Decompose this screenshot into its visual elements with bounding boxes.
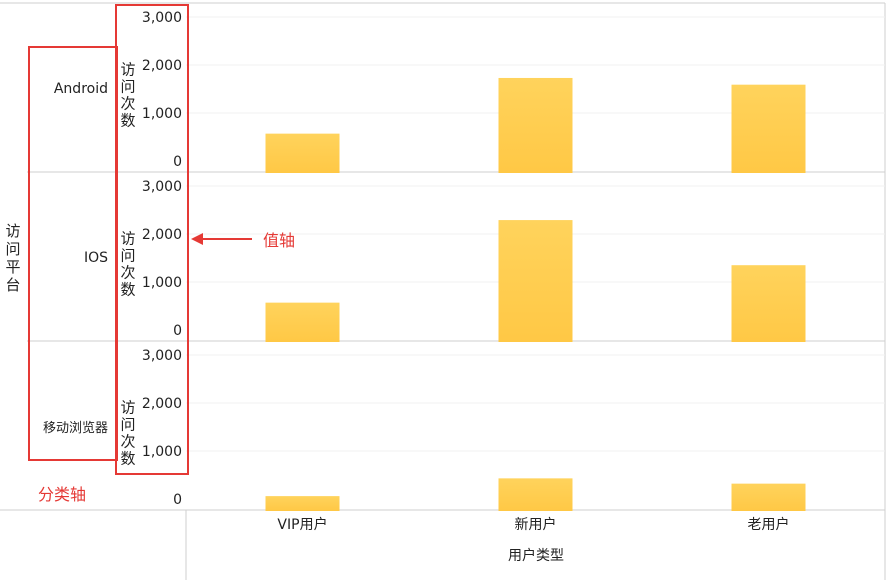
y-axis-title: 访问次数: [120, 230, 135, 299]
x-category-label: 老用户: [748, 516, 790, 533]
category-axis-annotation: 分类轴: [38, 485, 86, 504]
y-tick-label: 2,000: [142, 227, 182, 243]
y-tick-label: 1,000: [142, 275, 182, 291]
bar: [265, 302, 340, 342]
bars: [265, 77, 806, 511]
facet-row-label: IOS: [84, 250, 108, 266]
bar: [498, 77, 573, 173]
facet-axis-title: 访问平台: [5, 222, 20, 294]
y-tick-label: 2,000: [142, 58, 182, 74]
bar: [498, 478, 573, 511]
y-tick-label: 2,000: [142, 396, 182, 412]
x-category-label: 新用户: [515, 516, 557, 533]
bar: [265, 133, 340, 173]
y-tick-label: 0: [173, 154, 182, 170]
y-axis-title: 访问次数: [120, 61, 135, 130]
x-category-label: VIP用户: [277, 516, 327, 533]
y-tick-label: 3,000: [142, 179, 182, 195]
facet-row-labels: Android IOS 移动浏览器: [43, 81, 108, 436]
y-axis-title: 访问次数: [120, 399, 135, 468]
facet-row-label: 移动浏览器: [43, 420, 108, 436]
y-tick-label: 0: [173, 492, 182, 508]
bar: [265, 496, 340, 511]
category-axis-highlight-box: [28, 46, 118, 461]
bar: [498, 220, 573, 342]
x-category-labels: VIP用户 新用户 老用户: [277, 516, 789, 533]
bar: [731, 265, 806, 342]
y-tick-labels: 3,000 2,000 1,000 0 3,000 2,000 1,000 0 3,000 2,0…: [142, 10, 182, 508]
value-axis-arrow: [191, 233, 252, 245]
value-axis-annotation: 值轴: [263, 231, 295, 250]
facet-axis-title-text: 访问平台: [5, 222, 20, 294]
y-tick-label: 3,000: [142, 10, 182, 26]
y-tick-label: 1,000: [142, 106, 182, 122]
bar: [731, 84, 806, 173]
bar: [731, 483, 806, 511]
x-axis-title: 用户类型: [508, 547, 564, 564]
y-tick-label: 0: [173, 323, 182, 339]
y-tick-label: 3,000: [142, 348, 182, 364]
facet-row-label: Android: [54, 81, 108, 97]
y-tick-label: 1,000: [142, 444, 182, 460]
